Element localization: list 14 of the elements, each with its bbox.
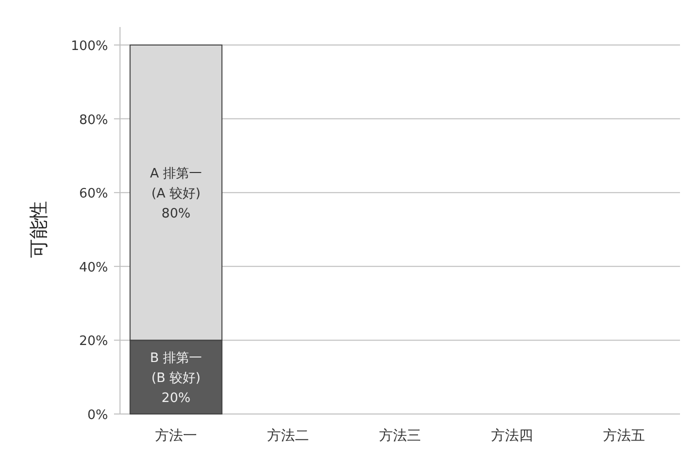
- y-tick-label: 80%: [79, 112, 108, 128]
- x-tick-label: 方法四: [491, 428, 533, 444]
- x-tick-label: 方法一: [155, 428, 197, 444]
- y-tick-label: 100%: [70, 39, 108, 54]
- x-tick-label: 方法二: [267, 428, 309, 444]
- y-axis-title: 可能性: [28, 201, 50, 258]
- x-tick-label: 方法五: [603, 428, 645, 444]
- y-tick-label: 60%: [79, 186, 108, 202]
- data-label: B 排第一 (B 较好) 20%: [150, 351, 202, 406]
- data-label: A 排第一 (A 较好) 80%: [150, 166, 202, 222]
- y-tick-label: 40%: [79, 260, 108, 276]
- x-tick-label: 方法三: [379, 428, 421, 444]
- y-tick-label: 0%: [87, 408, 108, 423]
- y-tick-label: 20%: [79, 334, 108, 350]
